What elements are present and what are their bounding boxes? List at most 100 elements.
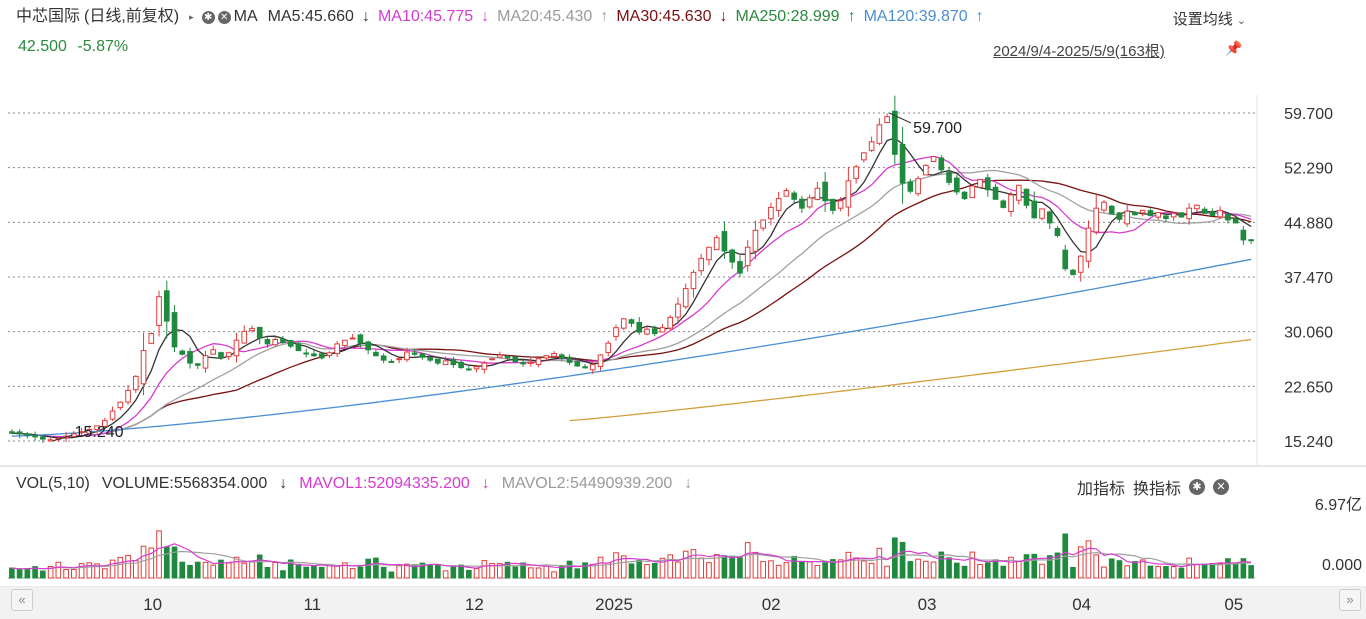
volume-bar [768,560,774,579]
candle-body [1217,209,1223,218]
mode-menu-icon[interactable]: ▸ [189,12,194,22]
candle-body [961,191,968,200]
volume-bar [287,559,294,579]
chart-header: 中芯国际 (日线,前复权) ▸ ✱ ✕ MA MA5:45.660 ↓ MA10… [0,0,1366,60]
candle [40,435,46,443]
ma30-line [11,179,1252,438]
candle-body [729,249,736,263]
volume-bar [202,561,209,579]
candle [396,357,402,364]
candle [644,326,650,336]
timeline-bar [0,587,1366,619]
candle [853,164,859,184]
candle-body [1054,228,1061,236]
volume-bar [946,557,952,579]
period-mode[interactable]: (日线,前复权) [84,8,180,25]
candle-body [899,143,906,184]
ma5-arrow: ↓ [361,8,370,25]
candle-body [721,231,728,252]
candle [295,341,302,352]
candle [620,317,627,331]
volume-bar [442,570,449,579]
volume-bar [466,569,472,579]
ma-settings-button[interactable]: 设置均线 ⌄ [1173,8,1246,29]
candle-body [892,110,898,155]
close-icon[interactable]: ✕ [217,10,231,24]
candle [504,354,511,361]
candle-body [1077,255,1084,273]
chevron-down-icon: ⌄ [1236,15,1246,27]
candle [140,332,147,396]
candle-body [922,164,929,176]
candle [884,113,890,124]
candle-body [287,339,294,347]
volume-bar [94,563,100,579]
date-range[interactable]: 2024/9/4-2025/5/9(163根) [993,43,1165,60]
volume-tick-label: 6.97亿 [1315,496,1362,514]
scroll-right-button[interactable]: » [1339,589,1361,611]
candle [566,354,573,365]
candle-body [179,350,186,355]
candle-body [830,198,836,211]
scroll-left-button[interactable]: « [11,589,33,611]
volume-bar [311,565,317,579]
candle-body [768,206,774,220]
candle [32,431,38,441]
month-tick-label: 03 [918,595,937,614]
candle-body [938,157,945,171]
candle-body [86,428,93,434]
volume-bar [71,568,77,579]
volume-bar [117,556,124,579]
candle-body [760,219,766,229]
candle [706,246,712,266]
candle-body [1178,212,1185,218]
candle [1186,203,1192,225]
candle-body [264,339,271,345]
candle [1031,191,1038,219]
gear-icon[interactable]: ✱ [201,10,215,24]
candle-body [1232,218,1239,224]
add-indicator-button[interactable]: 加指标 [1077,481,1126,498]
candle [729,248,736,269]
candle [256,326,263,345]
candle-body [799,198,805,209]
volume-bar [729,555,736,579]
stock-name[interactable]: 中芯国际 [16,8,81,25]
candle-body [992,186,999,200]
switch-indicator-button[interactable]: 换指标 [1133,481,1182,498]
vol-label: VOL(5,10) [16,475,90,492]
candle [435,358,441,366]
volume-bar [349,568,356,579]
candle [1194,204,1200,212]
volume-bar [78,563,85,579]
volume-bar [357,566,364,579]
candle [1147,208,1154,217]
indicator-buttons: 加指标 换指标 ✱ ✕ [1077,475,1237,499]
candle-body [1039,208,1045,219]
candle-body [845,180,852,208]
candle [109,406,116,421]
volume-bar [272,562,279,579]
candle [489,358,495,361]
candle [225,351,232,361]
volume-bar [845,551,852,579]
volume-bar [365,558,371,579]
ma-label: MA [233,8,258,25]
volume-bar [527,567,534,579]
volume-bar [380,566,387,579]
close-icon[interactable]: ✕ [1213,479,1230,495]
volume-bar [241,562,248,579]
candle-body [427,357,433,361]
volume-bar [922,560,929,579]
candle-body [690,271,697,290]
candle-body [597,354,604,367]
ma250-arrow: ↑ [847,8,856,25]
gear-icon[interactable]: ✱ [1189,479,1206,495]
candle [675,297,681,325]
price-grid [0,95,1366,619]
pin-icon[interactable]: 📌 [1225,40,1243,56]
ma5-value: MA5:45.660 [267,8,354,25]
ma10-line [11,155,1252,438]
candle [892,95,898,165]
candle-body [1085,227,1092,262]
